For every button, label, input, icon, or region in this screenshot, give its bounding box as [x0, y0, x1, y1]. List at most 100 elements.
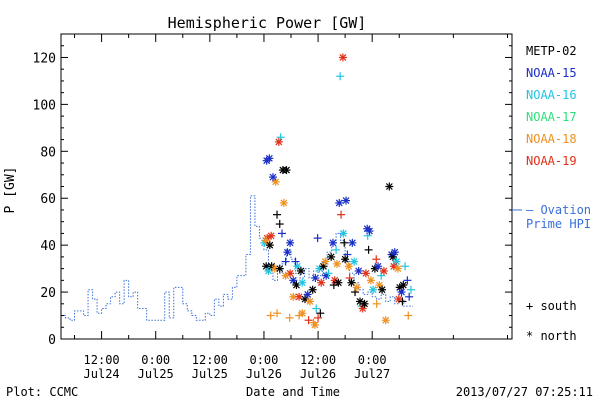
- data-point-noaa-19-south: [304, 316, 313, 325]
- y-axis: 0 20 40 60 80 100 120: [33, 33, 512, 348]
- y-tick-label: 60: [40, 192, 56, 207]
- data-point-metp-02-north: [265, 241, 274, 250]
- data-point-noaa-16-north: [298, 278, 307, 287]
- legend-item: NOAA-18: [526, 132, 577, 146]
- data-point-noaa-18-north: [281, 271, 290, 280]
- x-tick-label-date: Jul27: [354, 367, 390, 381]
- data-point-noaa-16-south: [401, 262, 410, 271]
- data-point-noaa-18-south: [266, 311, 275, 320]
- data-point-metp-02-north: [378, 285, 387, 294]
- data-point-noaa-15-south: [291, 257, 300, 266]
- y-tick-label: 0: [48, 333, 56, 348]
- data-point-noaa-16-north: [264, 266, 273, 275]
- data-point-metp-02-north: [282, 166, 291, 175]
- data-point-noaa-15-north: [348, 238, 357, 247]
- data-point-noaa-16-south: [332, 245, 341, 254]
- data-point-noaa-16-north: [350, 257, 359, 266]
- data-point-noaa-19-north: [361, 269, 370, 278]
- data-point-noaa-15-north: [335, 198, 344, 207]
- data-point-noaa-18-north: [279, 198, 288, 207]
- data-point-noaa-15-north: [390, 248, 399, 257]
- chart-title: Hemispheric Power [GW]: [168, 14, 367, 32]
- data-point-metp-02-south: [398, 297, 407, 306]
- data-point-noaa-15-north: [374, 262, 383, 271]
- data-point-metp-02-north: [296, 266, 305, 275]
- legend-item: METP-02: [526, 44, 577, 58]
- x-axis-label: Date and Time: [246, 385, 340, 399]
- data-point-noaa-18-north: [393, 264, 402, 273]
- data-point-noaa-16-south: [406, 285, 415, 294]
- data-point-noaa-19-north: [389, 262, 398, 271]
- data-point-metp-02-north: [327, 252, 336, 261]
- data-point-metp-02-south: [340, 238, 349, 247]
- data-point-noaa-18-north: [305, 297, 314, 306]
- data-point-metp-02-north: [308, 285, 317, 294]
- plot-area: [60, 33, 513, 340]
- data-point-noaa-15-south: [313, 234, 322, 243]
- legend-item: NOAA-19: [526, 154, 577, 168]
- data-point-noaa-18-north: [381, 316, 390, 325]
- ovation-step-path: [61, 195, 413, 321]
- data-point-metp-02-south: [275, 220, 284, 229]
- y-tick-label: 120: [33, 51, 56, 66]
- legend-item: NOAA-16: [526, 88, 577, 102]
- data-point-noaa-16-north: [369, 285, 378, 294]
- data-point-metp-02-south: [273, 210, 282, 219]
- marker-legend-north: * north: [526, 329, 577, 343]
- data-point-metp-02-north: [334, 278, 343, 287]
- data-point-noaa-19-north: [379, 266, 388, 275]
- data-point-noaa-19-south: [372, 255, 381, 264]
- x-tick-label-time: 0:00: [141, 353, 170, 367]
- data-point-noaa-19-north: [267, 231, 276, 240]
- data-point-noaa-16-south: [324, 269, 333, 278]
- data-point-noaa-15-north: [354, 266, 363, 275]
- data-point-noaa-19-north: [317, 278, 326, 287]
- data-point-noaa-15-north: [328, 238, 337, 247]
- data-point-noaa-19-north: [274, 137, 283, 146]
- data-point-noaa-18-south: [404, 311, 413, 320]
- plot-timestamp: 2013/07/27 07:25:11: [456, 385, 593, 399]
- data-point-noaa-15-south: [403, 276, 412, 285]
- data-point-noaa-19-north: [338, 53, 347, 62]
- legend: METP-02 NOAA-15 NOAA-16 NOAA-17 NOAA-18 NOAA-…: [512, 44, 591, 343]
- ovation-legend-label-2: Prime HPI: [526, 217, 591, 231]
- y-tick-label: 100: [33, 98, 56, 113]
- data-point-noaa-15-south: [405, 292, 414, 301]
- data-point-metp-02-north: [385, 182, 394, 191]
- ovation-hpi-line: [61, 195, 413, 321]
- satellite-points: [260, 53, 415, 329]
- data-point-noaa-19-south: [314, 313, 323, 322]
- data-point-noaa-16-south: [336, 72, 345, 81]
- data-point-noaa-18-south: [273, 309, 282, 318]
- data-point-noaa-18-north: [352, 283, 361, 292]
- data-point-noaa-18-north: [366, 276, 375, 285]
- data-point-noaa-19-south: [337, 210, 346, 219]
- data-point-noaa-15-north: [268, 173, 277, 182]
- data-point-noaa-15-north: [342, 196, 351, 205]
- y-tick-label: 20: [40, 286, 56, 301]
- data-point-noaa-18-north: [310, 320, 319, 329]
- x-tick-label-time: 12:00: [192, 353, 228, 367]
- data-point-noaa-15-north: [286, 238, 295, 247]
- data-point-noaa-15-north: [289, 276, 298, 285]
- data-point-noaa-18-south: [285, 313, 294, 322]
- data-point-metp-02-north: [275, 264, 284, 273]
- data-point-metp-02-north: [399, 281, 408, 290]
- data-point-noaa-18-north: [298, 309, 307, 318]
- x-tick-label-time: 0:00: [249, 353, 278, 367]
- data-point-metp-02-south: [316, 309, 325, 318]
- data-point-noaa-15-north: [311, 274, 320, 282]
- x-tick-label-time: 12:00: [84, 353, 120, 367]
- legend-item: NOAA-15: [526, 66, 577, 80]
- data-point-noaa-18-north: [344, 262, 353, 271]
- data-point-noaa-16-north: [339, 229, 348, 238]
- x-tick-label-time: 0:00: [358, 353, 387, 367]
- legend-item: NOAA-17: [526, 110, 577, 124]
- data-point-metp-02-north: [360, 299, 369, 308]
- data-point-noaa-15-north: [283, 248, 292, 257]
- x-tick-label-time: 12:00: [300, 353, 336, 367]
- y-axis-label: P [GW]: [3, 167, 18, 214]
- x-tick-label-date: Jul25: [138, 367, 174, 381]
- data-point-noaa-18-south: [372, 299, 381, 308]
